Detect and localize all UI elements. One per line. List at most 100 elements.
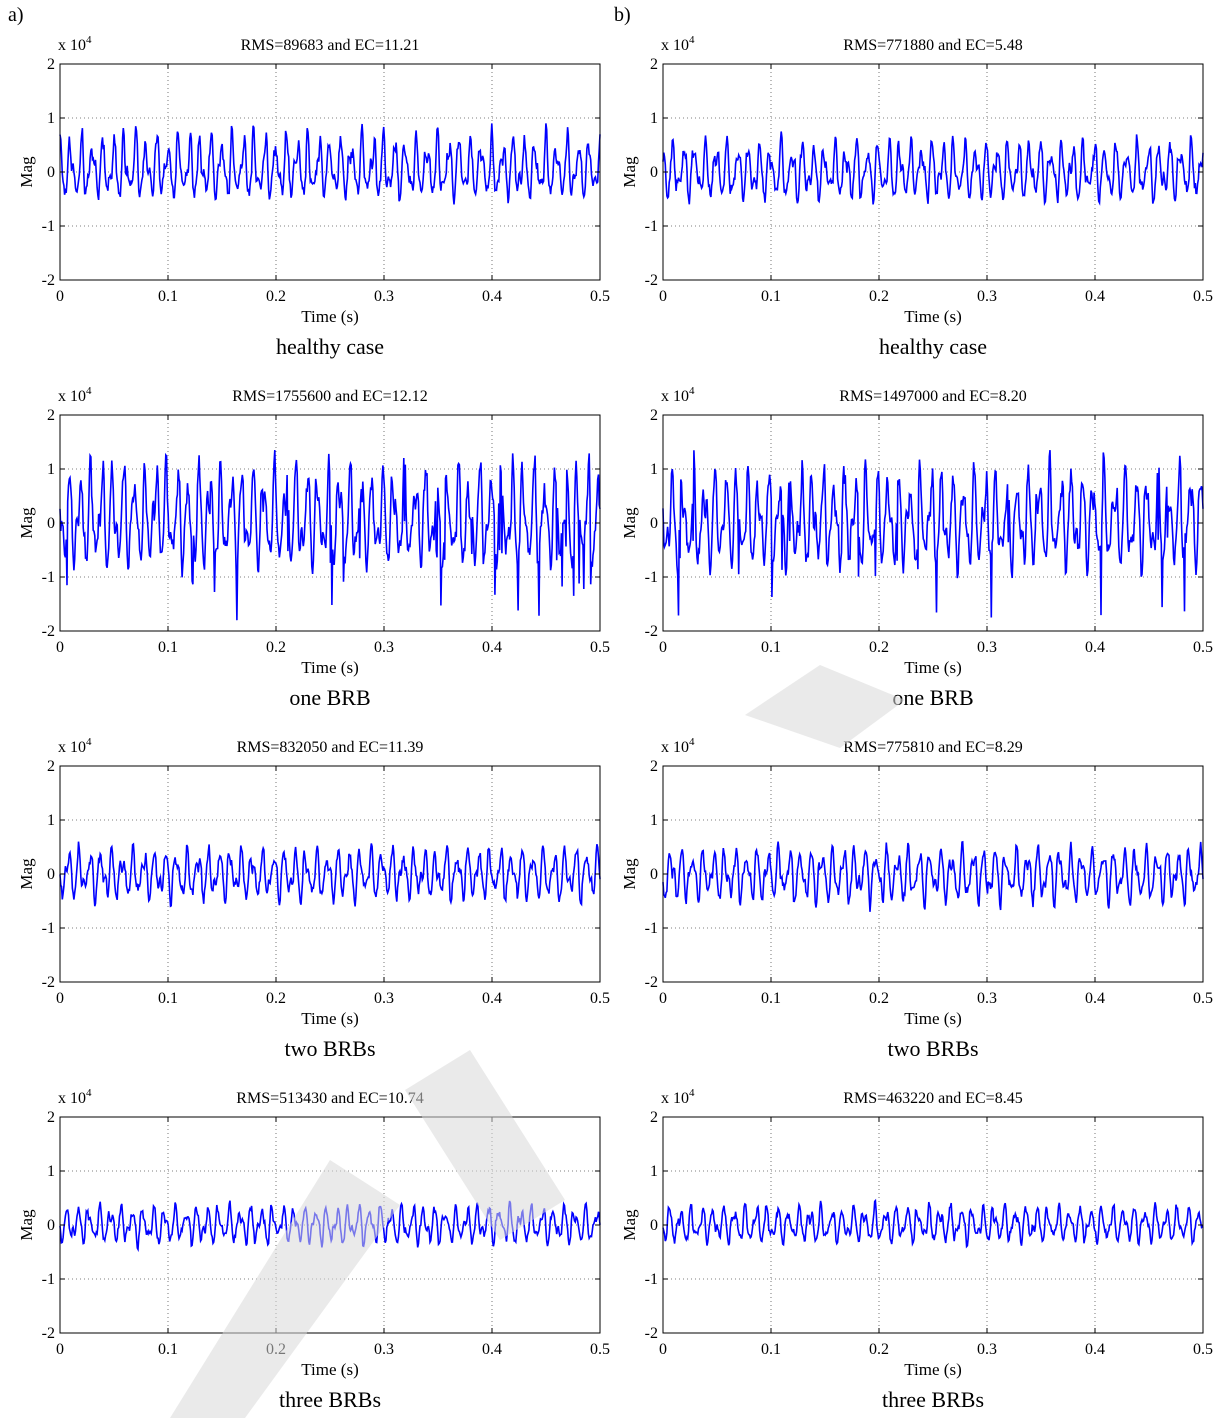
x-tick-label: 0.1: [158, 1341, 178, 1358]
x-tick-label: 0.4: [1085, 990, 1105, 1007]
x-tick-label: 0.5: [1193, 1341, 1213, 1358]
y-tick-label: 1: [47, 1163, 55, 1180]
x-tick-label: 0.3: [977, 639, 997, 656]
y-tick-label: -1: [42, 569, 55, 586]
x-tick-label: 0.3: [977, 990, 997, 1007]
x-tick-label: 0.5: [590, 990, 610, 1007]
chart-a-one: RMS=1755600 and EC=12.12 x 104 0 0.1 0.2 0.3 0…: [17, 385, 610, 677]
y-tick-label: -2: [42, 1325, 55, 1342]
x-tick-label: 0.2: [869, 288, 889, 305]
chart-title: RMS=513430 and EC=10.74: [236, 1090, 423, 1107]
x-tick-label: 0.2: [869, 990, 889, 1007]
x-tick-label: 0.5: [590, 1341, 610, 1358]
x-tick-label: 0.4: [482, 990, 502, 1007]
x-axis-label: Time (s): [904, 1360, 961, 1379]
y-tick-label: -2: [42, 272, 55, 289]
x-tick-label: 0.1: [761, 288, 781, 305]
y-axis-label: Mag: [17, 858, 36, 890]
y-tick-label: 1: [47, 461, 55, 478]
y-exponent-label: x 104: [661, 385, 695, 405]
y-axis-label: Mag: [17, 1209, 36, 1241]
y-tick-label: -2: [645, 1325, 658, 1342]
y-tick-label: -1: [645, 920, 658, 937]
panel-label-b: b): [614, 4, 631, 26]
x-tick-label: 0.1: [761, 990, 781, 1007]
y-axis-label: Mag: [17, 507, 36, 539]
x-tick-label: 0.2: [266, 288, 286, 305]
chart-b-two: RMS=775810 and EC=8.29 x 104 0 0.1 0.2 0.3 0.4…: [620, 736, 1213, 1028]
y-tick-label: 1: [650, 110, 658, 127]
x-tick-label: 0.2: [266, 990, 286, 1007]
x-tick-label: 0.5: [1193, 288, 1213, 305]
y-exponent-label: x 104: [58, 736, 92, 756]
chart-title: RMS=89683 and EC=11.21: [241, 37, 420, 54]
x-tick-label: 0.3: [374, 639, 394, 656]
x-tick-label: 0: [659, 990, 667, 1007]
y-tick-label: 1: [650, 1163, 658, 1180]
y-tick-label: 2: [47, 56, 55, 73]
y-tick-label: 0: [650, 866, 658, 883]
subplot-caption: three BRBs: [881, 1387, 985, 1412]
panel-label-a: a): [8, 4, 24, 26]
chart-title: RMS=463220 and EC=8.45: [843, 1090, 1022, 1107]
y-tick-label: -2: [645, 623, 658, 640]
y-exponent-label: x 104: [661, 1087, 695, 1107]
y-exponent-label: x 104: [661, 34, 695, 54]
y-tick-label: -1: [645, 218, 658, 235]
y-tick-label: 0: [47, 1217, 55, 1234]
y-tick-label: -2: [645, 272, 658, 289]
x-tick-label: 0.4: [482, 288, 502, 305]
y-tick-label: -2: [42, 623, 55, 640]
x-tick-label: 0: [56, 1341, 64, 1358]
y-tick-label: 2: [650, 1109, 658, 1126]
chart-b-one: RMS=1497000 and EC=8.20 x 104 0 0.1 0.2 0.3 0.…: [620, 385, 1213, 677]
chart-a-two: RMS=832050 and EC=11.39 x 104 0 0.1 0.2 0.3 0.…: [17, 736, 610, 1028]
x-tick-label: 0.5: [1193, 990, 1213, 1007]
y-tick-label: 0: [650, 1217, 658, 1234]
y-exponent-label: x 104: [58, 34, 92, 54]
series-line: [662, 131, 1204, 207]
x-tick-label: 0.2: [869, 1341, 889, 1358]
y-tick-label: 1: [650, 812, 658, 829]
y-exponent-label: x 104: [661, 736, 695, 756]
y-exponent-label: x 104: [58, 1087, 92, 1107]
x-tick-label: 0.3: [977, 288, 997, 305]
chart-title: RMS=1755600 and EC=12.12: [232, 388, 427, 405]
x-tick-label: 0.3: [374, 288, 394, 305]
x-axis-label: Time (s): [301, 1360, 358, 1379]
chart-title: RMS=771880 and EC=5.48: [843, 37, 1022, 54]
series-line: [662, 450, 1204, 618]
y-tick-label: -1: [42, 218, 55, 235]
x-tick-label: 0.3: [374, 1341, 394, 1358]
x-tick-label: 0.4: [482, 639, 502, 656]
x-tick-label: 0: [56, 990, 64, 1007]
y-axis-label: Mag: [620, 507, 639, 539]
y-tick-label: 0: [650, 515, 658, 532]
subplot-caption: healthy case: [878, 334, 988, 359]
series-line: [662, 840, 1204, 912]
x-tick-label: 0.1: [761, 639, 781, 656]
x-tick-label: 0: [56, 288, 64, 305]
y-tick-label: -1: [645, 1271, 658, 1288]
y-tick-label: 0: [47, 164, 55, 181]
x-axis-label: Time (s): [904, 1009, 961, 1028]
x-tick-label: 0.4: [482, 1341, 502, 1358]
y-tick-label: -1: [645, 569, 658, 586]
series-line: [59, 450, 601, 621]
y-tick-label: 0: [47, 866, 55, 883]
x-tick-label: 0.1: [761, 1341, 781, 1358]
chart-title: RMS=832050 and EC=11.39: [237, 739, 424, 756]
x-tick-label: 0: [659, 288, 667, 305]
y-tick-label: 2: [650, 407, 658, 424]
y-tick-label: -2: [645, 974, 658, 991]
x-tick-label: 0.1: [158, 990, 178, 1007]
x-axis-label: Time (s): [301, 1009, 358, 1028]
series-line: [59, 841, 601, 908]
series-line: [662, 1198, 1204, 1249]
x-tick-label: 0.4: [1085, 288, 1105, 305]
y-exponent-label: x 104: [58, 385, 92, 405]
y-axis-label: Mag: [17, 156, 36, 188]
y-tick-label: 2: [650, 758, 658, 775]
y-tick-label: 2: [47, 407, 55, 424]
